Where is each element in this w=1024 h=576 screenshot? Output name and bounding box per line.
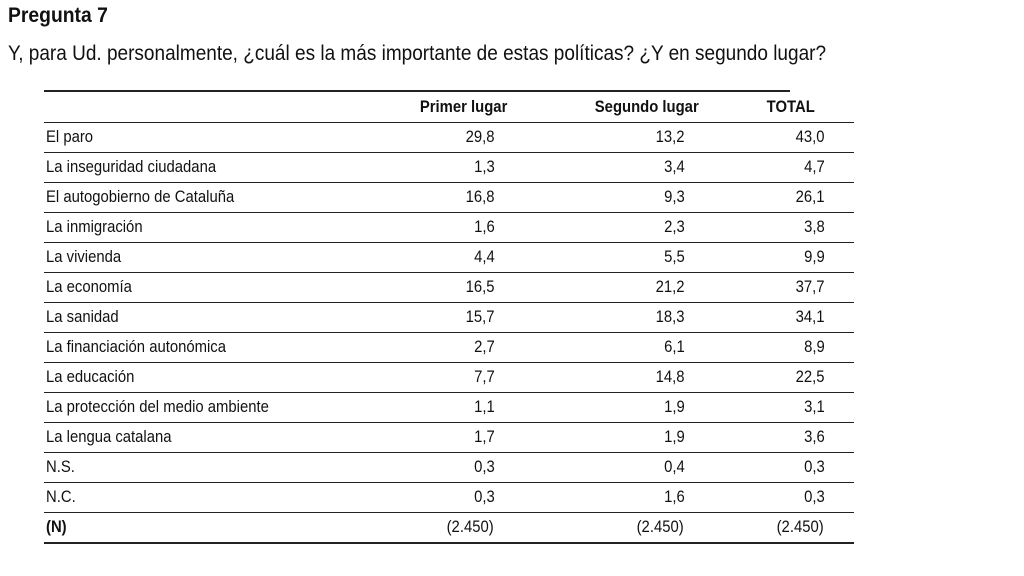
row-label: La lengua catalana [44, 422, 360, 453]
row-label: La sanidad [44, 302, 360, 333]
row-label: La inseguridad ciudadana [44, 152, 360, 183]
cell-total: 43,0 [720, 122, 854, 153]
cell-segundo-lugar: 1,9 [544, 422, 720, 453]
row-label: (N) [44, 512, 360, 544]
cell-segundo-lugar: 21,2 [544, 272, 720, 303]
table-row: La lengua catalana 1,7 1,9 3,6 [44, 422, 854, 453]
cell-total: 0,3 [720, 452, 854, 483]
cell-segundo-lugar: 9,3 [544, 182, 720, 213]
row-label: La inmigración [44, 212, 360, 243]
row-label: El autogobierno de Cataluña [44, 182, 360, 213]
cell-total: 8,9 [720, 332, 854, 363]
cell-primer-lugar: 1,3 [360, 152, 544, 183]
cell-total: (2.450) [720, 512, 854, 544]
cell-primer-lugar: 16,8 [360, 182, 544, 213]
table-row: La economía 16,5 21,2 37,7 [44, 272, 854, 303]
cell-total: 26,1 [720, 182, 854, 213]
cell-primer-lugar: 1,1 [360, 392, 544, 423]
cell-primer-lugar: (2.450) [360, 512, 544, 544]
cell-segundo-lugar: 6,1 [544, 332, 720, 363]
cell-total: 3,6 [720, 422, 854, 453]
table-row: La protección del medio ambiente 1,1 1,9 3,… [44, 392, 854, 423]
row-label: La economía [44, 272, 360, 303]
row-label: El paro [44, 122, 360, 153]
table-row: El paro 29,8 13,2 43,0 [44, 122, 854, 153]
cell-segundo-lugar: (2.450) [544, 512, 720, 544]
cell-primer-lugar: 16,5 [360, 272, 544, 303]
page-title: Pregunta 7 [8, 4, 108, 27]
table-row: La vivienda 4,4 5,5 9,9 [44, 242, 854, 273]
cell-total: 4,7 [720, 152, 854, 183]
cell-total: 37,7 [720, 272, 854, 303]
table-top-rule [44, 90, 790, 92]
table-row: (N) (2.450) (2.450) (2.450) [44, 512, 854, 544]
cell-primer-lugar: 0,3 [360, 452, 544, 483]
cell-total: 3,8 [720, 212, 854, 243]
table-row: N.C. 0,3 1,6 0,3 [44, 482, 854, 513]
cell-total: 0,3 [720, 482, 854, 513]
table-row: El autogobierno de Cataluña 16,8 9,3 26,1 [44, 182, 854, 213]
cell-segundo-lugar: 0,4 [544, 452, 720, 483]
cell-segundo-lugar: 18,3 [544, 302, 720, 333]
cell-total: 22,5 [720, 362, 854, 393]
cell-segundo-lugar: 1,9 [544, 392, 720, 423]
cell-primer-lugar: 2,7 [360, 332, 544, 363]
cell-segundo-lugar: 14,8 [544, 362, 720, 393]
table-row: N.S. 0,3 0,4 0,3 [44, 452, 854, 483]
cell-primer-lugar: 1,6 [360, 212, 544, 243]
cell-primer-lugar: 4,4 [360, 242, 544, 273]
row-label: La educación [44, 362, 360, 393]
column-header-segundo-lugar: Segundo lugar [544, 92, 720, 123]
table-row: La inseguridad ciudadana 1,3 3,4 4,7 [44, 152, 854, 183]
results-grid: Primer lugar Segundo lugar TOTAL El paro… [44, 92, 854, 544]
column-header-total: TOTAL [720, 92, 854, 123]
cell-primer-lugar: 15,7 [360, 302, 544, 333]
results-table: Primer lugar Segundo lugar TOTAL El paro… [44, 90, 854, 544]
question-text: Y, para Ud. personalmente, ¿cuál es la m… [8, 42, 827, 65]
cell-primer-lugar: 7,7 [360, 362, 544, 393]
row-label: La vivienda [44, 242, 360, 273]
cell-segundo-lugar: 1,6 [544, 482, 720, 513]
cell-segundo-lugar: 3,4 [544, 152, 720, 183]
cell-primer-lugar: 1,7 [360, 422, 544, 453]
cell-segundo-lugar: 2,3 [544, 212, 720, 243]
cell-primer-lugar: 29,8 [360, 122, 544, 153]
row-label: N.S. [44, 452, 360, 483]
column-header-primer-lugar: Primer lugar [360, 92, 544, 123]
table-row: La inmigración 1,6 2,3 3,8 [44, 212, 854, 243]
cell-total: 3,1 [720, 392, 854, 423]
table-row: La sanidad 15,7 18,3 34,1 [44, 302, 854, 333]
row-label: N.C. [44, 482, 360, 513]
cell-segundo-lugar: 13,2 [544, 122, 720, 153]
cell-primer-lugar: 0,3 [360, 482, 544, 513]
cell-total: 9,9 [720, 242, 854, 273]
table-row: La financiación autonómica 2,7 6,1 8,9 [44, 332, 854, 363]
table-header-row: Primer lugar Segundo lugar TOTAL [44, 92, 854, 123]
cell-segundo-lugar: 5,5 [544, 242, 720, 273]
table-row: La educación 7,7 14,8 22,5 [44, 362, 854, 393]
row-label: La financiación autonómica [44, 332, 360, 363]
row-label: La protección del medio ambiente [44, 392, 360, 423]
column-header-label [44, 92, 360, 123]
cell-total: 34,1 [720, 302, 854, 333]
